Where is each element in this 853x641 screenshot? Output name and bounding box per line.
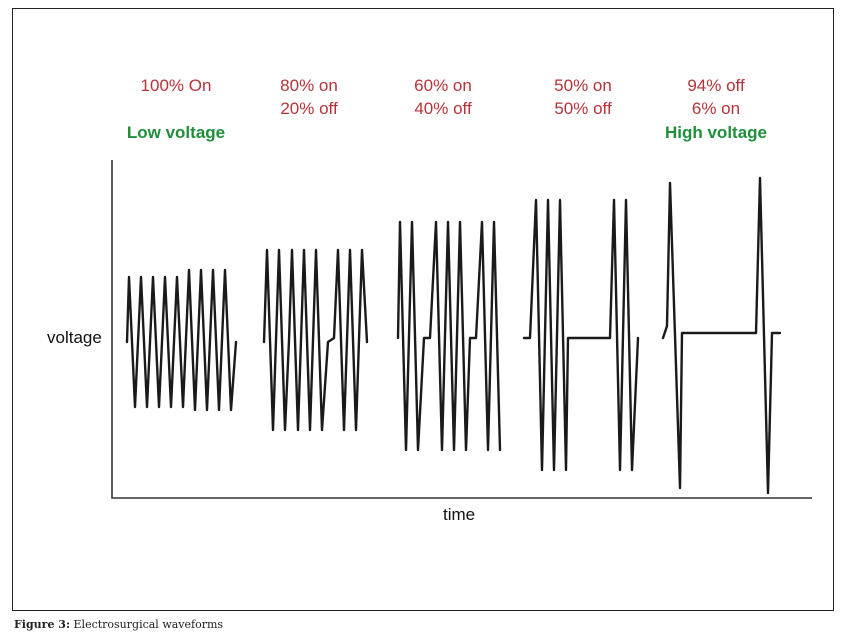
duty-label-4a: 50% on bbox=[554, 76, 612, 95]
axes bbox=[111, 160, 812, 499]
x-axis-label: time bbox=[443, 505, 475, 524]
waveform-continuous bbox=[125, 268, 238, 412]
waveform-60-on bbox=[396, 220, 502, 452]
caption-text: Electrosurgical waveforms bbox=[73, 618, 224, 631]
high-voltage-label: High voltage bbox=[665, 123, 767, 142]
waveform-80-on bbox=[262, 248, 369, 432]
figure-caption: Figure 3: Electrosurgical waveforms bbox=[14, 618, 223, 631]
duty-label-5a: 94% off bbox=[687, 76, 745, 95]
caption-label: Figure 3: bbox=[14, 618, 71, 631]
duty-label-4b: 50% off bbox=[554, 99, 612, 118]
waveform-50-on bbox=[522, 198, 640, 472]
duty-label-3a: 60% on bbox=[414, 76, 472, 95]
duty-label-3b: 40% off bbox=[414, 99, 472, 118]
duty-label-5b: 6% on bbox=[692, 99, 740, 118]
duty-label-1: 100% On bbox=[141, 76, 212, 95]
duty-label-2b: 20% off bbox=[280, 99, 338, 118]
y-axis-label: voltage bbox=[47, 328, 102, 347]
low-voltage-label: Low voltage bbox=[127, 123, 225, 142]
figure-frame bbox=[12, 8, 834, 611]
waveform-6-on bbox=[661, 176, 782, 495]
duty-label-2a: 80% on bbox=[280, 76, 338, 95]
